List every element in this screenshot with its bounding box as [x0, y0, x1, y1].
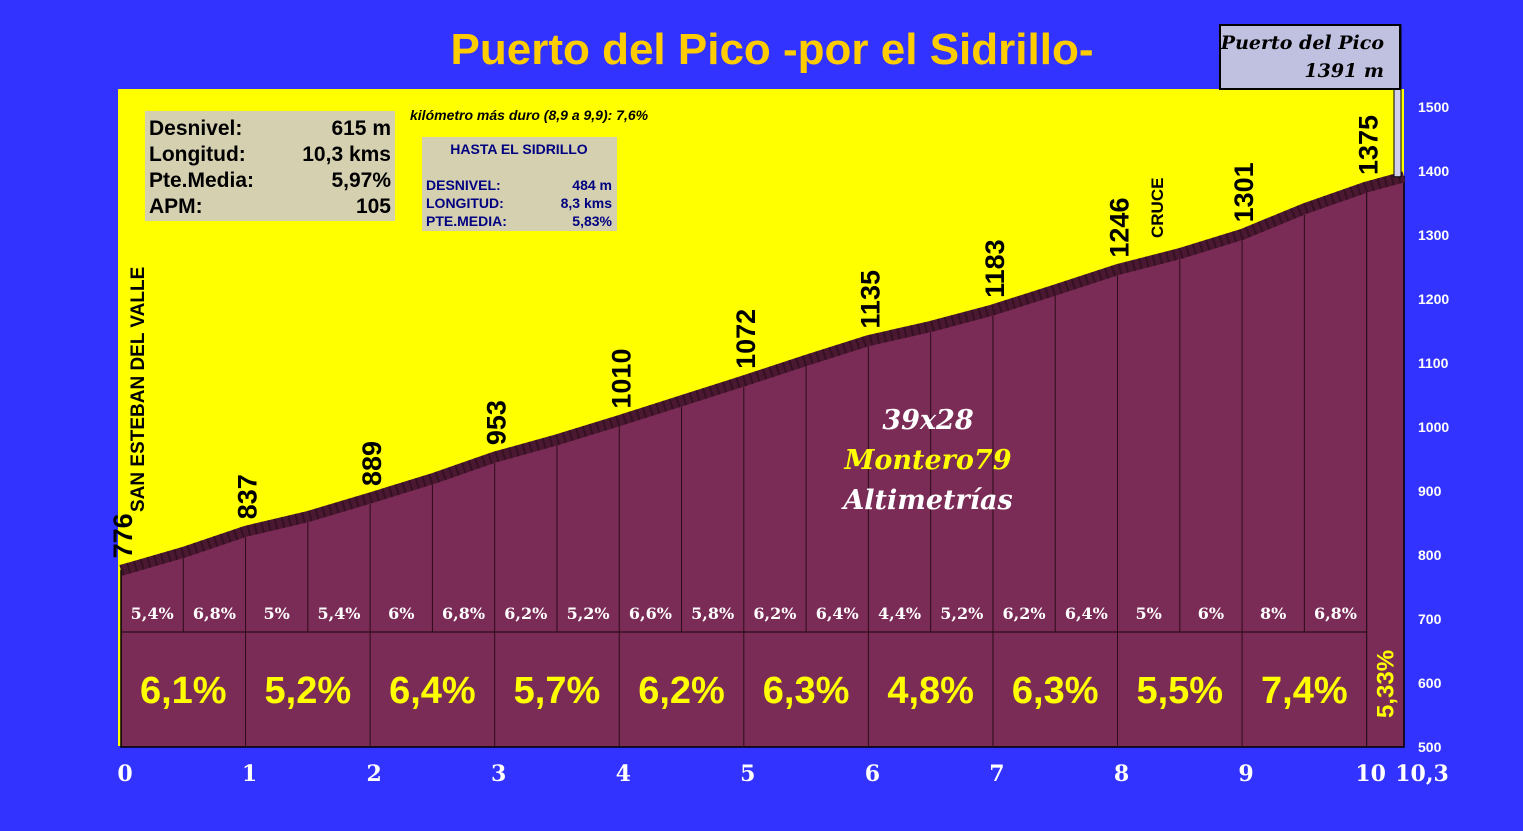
- y-tick-label: 900: [1418, 483, 1442, 499]
- x-tick-label: 7: [989, 761, 1004, 787]
- stat-label: APM:: [149, 195, 203, 218]
- y-tick-label: 1400: [1418, 163, 1449, 179]
- x-tick-label: 10,3: [1395, 761, 1449, 787]
- profile-edge: [119, 171, 1406, 576]
- elevation-label: 953: [482, 400, 512, 445]
- stat-value: 5,97%: [331, 169, 391, 192]
- half-km-gradient-label: 6,2%: [753, 604, 796, 623]
- x-tick-label: 3: [491, 761, 506, 787]
- half-km-gradient-label: 5,4%: [317, 604, 360, 623]
- sub-stat-label: DESNIVEL:: [426, 177, 501, 193]
- half-km-gradient-label: 6,4%: [816, 604, 859, 623]
- km-gradient-label: 6,2%: [638, 670, 725, 712]
- profile-layer: 5,4% 6,8% 5% 5,4% 6% 6,8% 6,2% 5,2% 6,6% 5,8% 6,2%…: [108, 24, 1406, 748]
- km-gradient-label: 6,4%: [389, 670, 476, 712]
- elevation-label: 1072: [731, 309, 761, 369]
- chart-title: Puerto del Pico -por el Sidrillo-: [451, 25, 1094, 74]
- elevation-label: 1246: [1105, 198, 1135, 258]
- sub-stat-value: 5,83%: [572, 213, 612, 229]
- summit-name: Puerto del Pico: [1220, 32, 1385, 54]
- y-tick-label: 1200: [1418, 291, 1449, 307]
- sub-stats-title: HASTA EL SIDRILLO: [450, 141, 588, 157]
- credit-site: Altimetrías: [840, 485, 1012, 516]
- elevation-label: 889: [357, 441, 387, 486]
- km-gradient-label: 6,3%: [1012, 670, 1099, 712]
- elevation-label: 1135: [855, 270, 885, 329]
- elevation-label: 1301: [1229, 162, 1259, 222]
- half-km-gradient-label: 6,4%: [1065, 604, 1108, 623]
- sub-stat-value: 484 m: [572, 177, 612, 193]
- half-km-gradient-label: 5,2%: [567, 604, 610, 623]
- km-gradient-label: 5,5%: [1136, 670, 1223, 712]
- start-town-label: SAN ESTEBAN DEL VALLE: [128, 267, 149, 512]
- stat-label: Longitud:: [149, 143, 246, 166]
- y-tick-label: 500: [1418, 739, 1442, 755]
- y-tick-label: 700: [1418, 611, 1442, 627]
- stat-label: Pte.Media:: [149, 169, 254, 192]
- x-tick-label: 8: [1114, 761, 1129, 787]
- half-km-gradient-label: 6,2%: [1003, 604, 1046, 623]
- x-tick-label: 0: [117, 761, 132, 787]
- sub-stat-value: 8,3 kms: [561, 195, 613, 211]
- half-km-gradient-label: 6,8%: [442, 604, 485, 623]
- credit-author: Montero79: [844, 445, 1012, 476]
- y-tick-label: 600: [1418, 675, 1442, 691]
- x-tick-label: 9: [1238, 761, 1253, 787]
- half-km-gradient-label: 8%: [1260, 604, 1286, 623]
- y-axis: 500 600 700 800 900 1000 1100 1200 1300 1400 1500: [1418, 99, 1449, 755]
- x-tick-label: 1: [242, 761, 257, 787]
- half-km-gradient-label: 5%: [264, 604, 290, 623]
- elevation-label: 1375: [1354, 115, 1384, 175]
- elevation-label: 1183: [980, 239, 1010, 298]
- half-km-gradient-label: 5,8%: [691, 604, 734, 623]
- km-gradient-label: 6,1%: [140, 670, 227, 712]
- half-km-gradient-label: 6,6%: [629, 604, 672, 623]
- x-tick-label: 2: [366, 761, 381, 787]
- sub-stat-label: LONGITUD:: [426, 195, 504, 211]
- elevation-label: 776: [108, 513, 138, 558]
- half-km-gradient-label: 5,4%: [131, 604, 174, 623]
- km-gradient-label: 4,8%: [887, 670, 974, 712]
- stats-box: Desnivel: 615 m Longitud: 10,3 kms Pte.Media…: [145, 111, 395, 221]
- y-tick-label: 1000: [1418, 419, 1449, 435]
- last-segment-gradient: 5,33%: [1372, 650, 1399, 718]
- half-km-gradient-label: 6%: [1198, 604, 1224, 623]
- stat-value: 10,3 kms: [302, 143, 391, 166]
- half-km-gradient-label: 6,8%: [193, 604, 236, 623]
- half-km-gradient-label: 6,2%: [504, 604, 547, 623]
- km-gradient-label: 5,2%: [265, 670, 352, 712]
- hardest-km-note: kilómetro más duro (8,9 a 9,9): 7,6%: [410, 107, 649, 123]
- cruce-label: CRUCE: [1148, 178, 1167, 238]
- x-tick-label: 6: [865, 761, 880, 787]
- stat-label: Desnivel:: [149, 117, 242, 140]
- km-gradient-label: 6,3%: [763, 670, 850, 712]
- stat-value: 105: [356, 195, 391, 218]
- x-tick-label: 5: [740, 761, 755, 787]
- x-tick-label: 4: [616, 761, 631, 787]
- y-tick-label: 1500: [1418, 99, 1449, 115]
- y-tick-label: 1100: [1418, 355, 1449, 371]
- km-gradient-label: 5,7%: [514, 670, 601, 712]
- half-km-gradient-label: 5%: [1135, 604, 1161, 623]
- elevation-label: 1010: [606, 349, 636, 409]
- x-tick-label: 10: [1355, 761, 1386, 787]
- stat-value: 615 m: [331, 117, 391, 140]
- y-tick-label: 1300: [1418, 227, 1449, 243]
- half-km-gradient-label: 6%: [388, 604, 414, 623]
- sub-stats-box: HASTA EL SIDRILLO DESNIVEL: 484 m LONGITUD…: [422, 137, 617, 231]
- km-gradient-label: 7,4%: [1261, 670, 1348, 712]
- x-axis: 0 1 2 3 4 5 6 7 8 9 10 10,3: [117, 761, 1448, 787]
- summit-altitude: 1391 m: [1304, 60, 1384, 82]
- half-km-gradient-label: 5,2%: [940, 604, 983, 623]
- credit-gear: 39x28: [882, 405, 973, 436]
- half-km-gradient-label: 4,4%: [878, 604, 921, 623]
- sub-stat-label: PTE.MEDIA:: [426, 213, 507, 229]
- y-tick-label: 800: [1418, 547, 1442, 563]
- summit-box: Puerto del Pico 1391 m: [1219, 24, 1401, 90]
- half-km-gradient-label: 6,8%: [1314, 604, 1357, 623]
- elevation-label: 837: [233, 474, 263, 519]
